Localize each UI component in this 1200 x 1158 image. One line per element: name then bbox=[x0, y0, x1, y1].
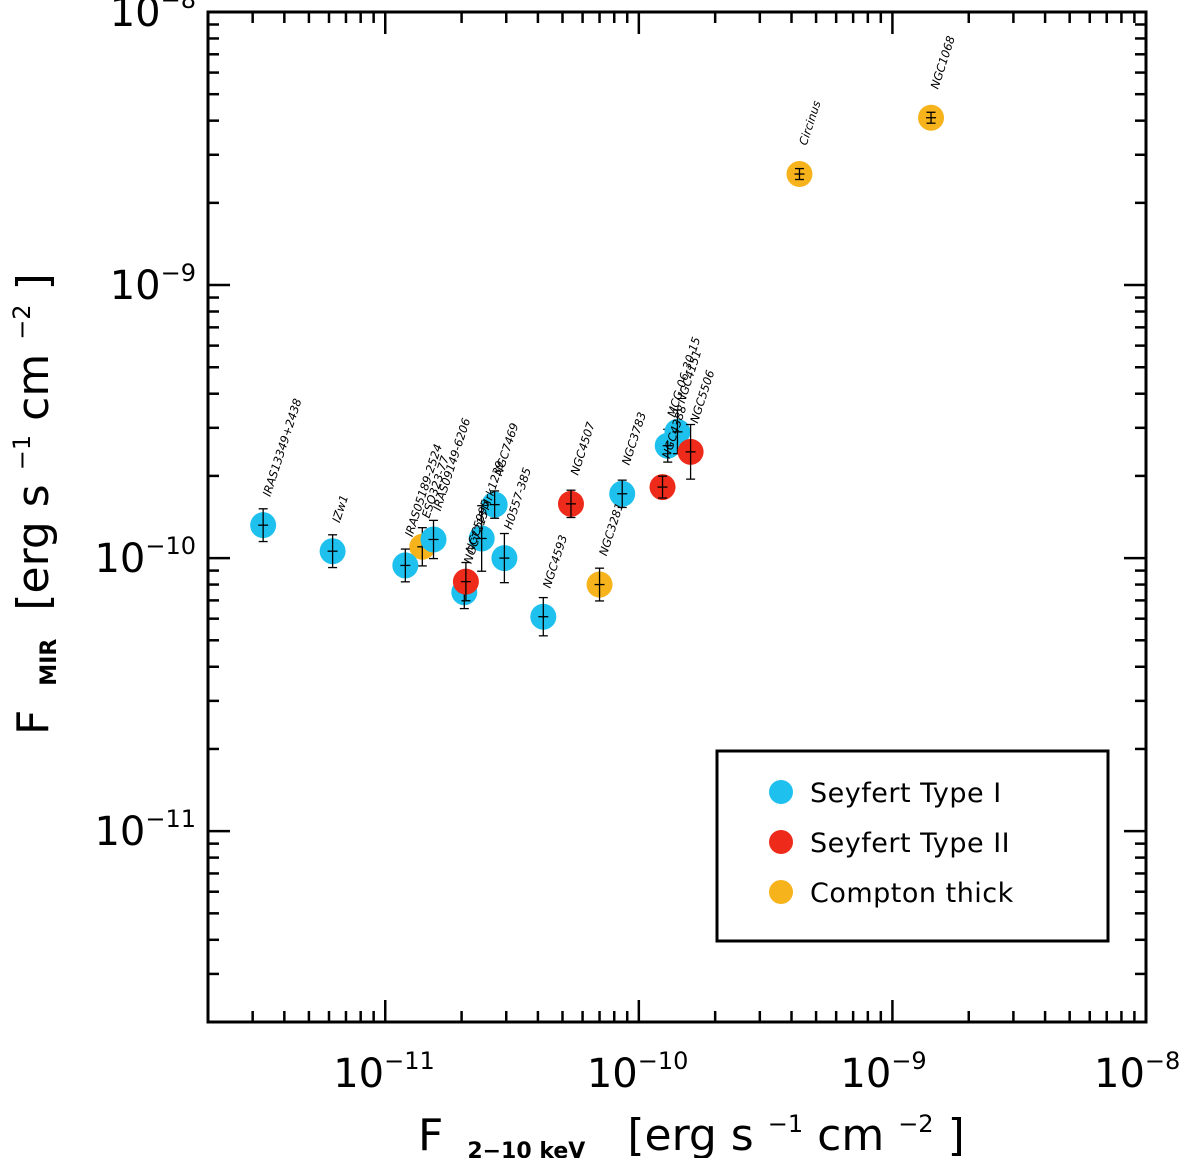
y-tick-label: 10−10 bbox=[94, 532, 196, 582]
legend-label-seyfert1: Seyfert Type I bbox=[810, 778, 1002, 809]
x-tick-label: 10−11 bbox=[333, 1047, 435, 1097]
point-label: NGC7469 bbox=[491, 421, 521, 477]
data-points bbox=[250, 104, 945, 637]
y-axis-title: F MIR [erg s −1 cm −2 ] bbox=[0, 273, 67, 735]
point-label: NGC4593 bbox=[540, 533, 570, 589]
y-tick-exponent: −10 bbox=[145, 532, 196, 560]
y-tick-exponent: −8 bbox=[161, 0, 196, 14]
y-tick-label: 10−9 bbox=[110, 259, 196, 309]
data-point bbox=[586, 567, 613, 602]
x-tick-label: 10−10 bbox=[587, 1047, 689, 1097]
data-point bbox=[250, 508, 277, 543]
data-point bbox=[918, 104, 945, 131]
x-tick-exponent: −8 bbox=[1145, 1047, 1180, 1075]
data-point bbox=[420, 519, 447, 560]
y-tick-mantissa: 10 bbox=[94, 536, 145, 582]
data-point bbox=[649, 474, 676, 501]
plot-frame bbox=[206, 10, 1148, 1024]
x-axis-title: F 2−10 keV [erg s −1 cm −2 ] bbox=[418, 1092, 965, 1158]
y-tick-mantissa: 10 bbox=[94, 809, 145, 855]
data-point bbox=[481, 490, 508, 519]
legend: Seyfert Type I Seyfert Type II Compton t… bbox=[715, 749, 1110, 943]
x-tick-exponent: −9 bbox=[891, 1047, 926, 1075]
data-point bbox=[319, 534, 346, 569]
x-tick-mantissa: 10 bbox=[587, 1051, 638, 1097]
y-tick-mantissa: 10 bbox=[110, 263, 161, 309]
data-point bbox=[557, 489, 584, 519]
data-point bbox=[392, 548, 419, 583]
data-point bbox=[452, 561, 479, 602]
x-tick-label: 10−9 bbox=[840, 1047, 926, 1097]
point-label: NGC3281 bbox=[596, 501, 626, 557]
data-point bbox=[664, 409, 691, 455]
point-label: IZw1 bbox=[329, 493, 351, 524]
axis-ticks bbox=[206, 12, 1146, 1024]
y-tick-label: 10−8 bbox=[110, 0, 196, 36]
x-tick-exponent: −11 bbox=[384, 1047, 435, 1075]
y-tick-exponent: −9 bbox=[161, 259, 196, 287]
x-tick-labels: 10−11 10−10 10−9 10−8 bbox=[333, 1047, 1180, 1097]
legend-marker-compton-thick bbox=[769, 880, 793, 904]
legend-marker-seyfert2 bbox=[769, 830, 793, 854]
x-tick-mantissa: 10 bbox=[333, 1051, 384, 1097]
x-tick-label: 10−8 bbox=[1094, 1047, 1180, 1097]
x-tick-mantissa: 10 bbox=[1094, 1051, 1145, 1097]
legend-label-seyfert2: Seyfert Type II bbox=[810, 828, 1010, 859]
data-point bbox=[491, 532, 518, 584]
point-label: NGC3783 bbox=[619, 410, 649, 466]
y-tick-label: 10−11 bbox=[94, 805, 196, 855]
legend-label-compton-thick: Compton thick bbox=[810, 878, 1014, 909]
legend-marker-seyfert1 bbox=[769, 780, 793, 804]
point-label: NGC4507 bbox=[568, 420, 598, 477]
data-point bbox=[530, 596, 557, 637]
data-point bbox=[677, 423, 704, 480]
x-tick-mantissa: 10 bbox=[840, 1051, 891, 1097]
point-label: Circinus bbox=[796, 99, 824, 147]
data-point bbox=[609, 479, 636, 509]
y-tick-exponent: −11 bbox=[145, 805, 196, 833]
point-label: IRAS13349+2438 bbox=[260, 397, 305, 498]
y-tick-mantissa: 10 bbox=[110, 0, 161, 36]
data-point bbox=[786, 161, 813, 188]
x-tick-exponent: −10 bbox=[638, 1047, 689, 1075]
point-label: NGC1068 bbox=[928, 34, 958, 90]
